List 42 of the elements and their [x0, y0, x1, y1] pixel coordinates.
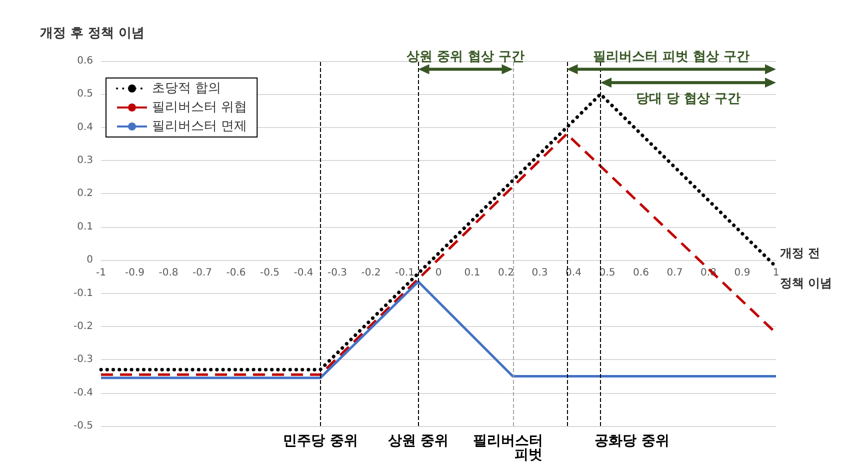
- y-tick-label: 0.5: [77, 88, 93, 100]
- y-tick-label: 0.2: [77, 188, 93, 200]
- y-tick-label: -0.4: [73, 387, 93, 398]
- x-tick-label: 0.2: [498, 268, 514, 279]
- y-tick-label: 0.1: [77, 221, 93, 232]
- y-tick-label: -0.1: [73, 288, 93, 299]
- legend-label: 필리버스터 위협: [152, 100, 248, 115]
- y-tick-label: -0.5: [73, 420, 93, 432]
- x-tick-label: 0.3: [532, 268, 548, 279]
- ref-line-label: 공화당 중위: [594, 433, 670, 449]
- y-tick-label: 0.4: [77, 122, 93, 133]
- x-tick-label: -0.8: [158, 268, 178, 279]
- x-tick-label: 1: [772, 268, 780, 279]
- y-tick-label: -0.3: [73, 354, 93, 366]
- text: 개정 전 정책 이념: [780, 246, 832, 290]
- x-tick-label: 0.9: [734, 268, 750, 279]
- y-tick-label: -0.2: [73, 320, 93, 332]
- x-tick-label: -0.1: [394, 268, 415, 279]
- x-tick-label: 0.6: [633, 268, 649, 279]
- y-axis-title: 개정 후 정책 이념: [40, 26, 145, 41]
- annotation: 필리버스터 피벗 협상 구간: [593, 49, 750, 64]
- x-tick-label: -0.2: [361, 268, 381, 279]
- ref-line-label: 상원 중위: [388, 433, 449, 449]
- x-tick-label: -0.7: [192, 268, 212, 279]
- x-tick-label: 0.1: [464, 268, 480, 279]
- legend-label: 필리버스터 면제: [152, 119, 248, 134]
- x-tick-label: -0.6: [226, 268, 246, 279]
- x-tick-label: -0.5: [260, 268, 280, 279]
- y-tick-label: 0.6: [77, 56, 93, 66]
- x-tick-label: -0.4: [294, 268, 314, 279]
- x-tick-label: -0.9: [124, 268, 145, 279]
- x-tick-label: -0.3: [327, 268, 348, 279]
- x-tick-label: 0.7: [666, 268, 683, 279]
- ref-line-label: 필리버스터 피벗: [472, 433, 543, 463]
- ref-line-label: 민주당 중위: [282, 433, 358, 449]
- y-tick-label: 0.3: [77, 155, 93, 166]
- annotation: 당대 당 협상 구간: [636, 92, 741, 107]
- y-tick-label: 0: [86, 254, 93, 266]
- legend-label: 초당적 합의: [152, 81, 222, 96]
- annotation: 상원 중위 협상 구간: [406, 49, 524, 64]
- x-tick-label: -1: [96, 268, 106, 279]
- x-tick-label: 0: [435, 268, 442, 279]
